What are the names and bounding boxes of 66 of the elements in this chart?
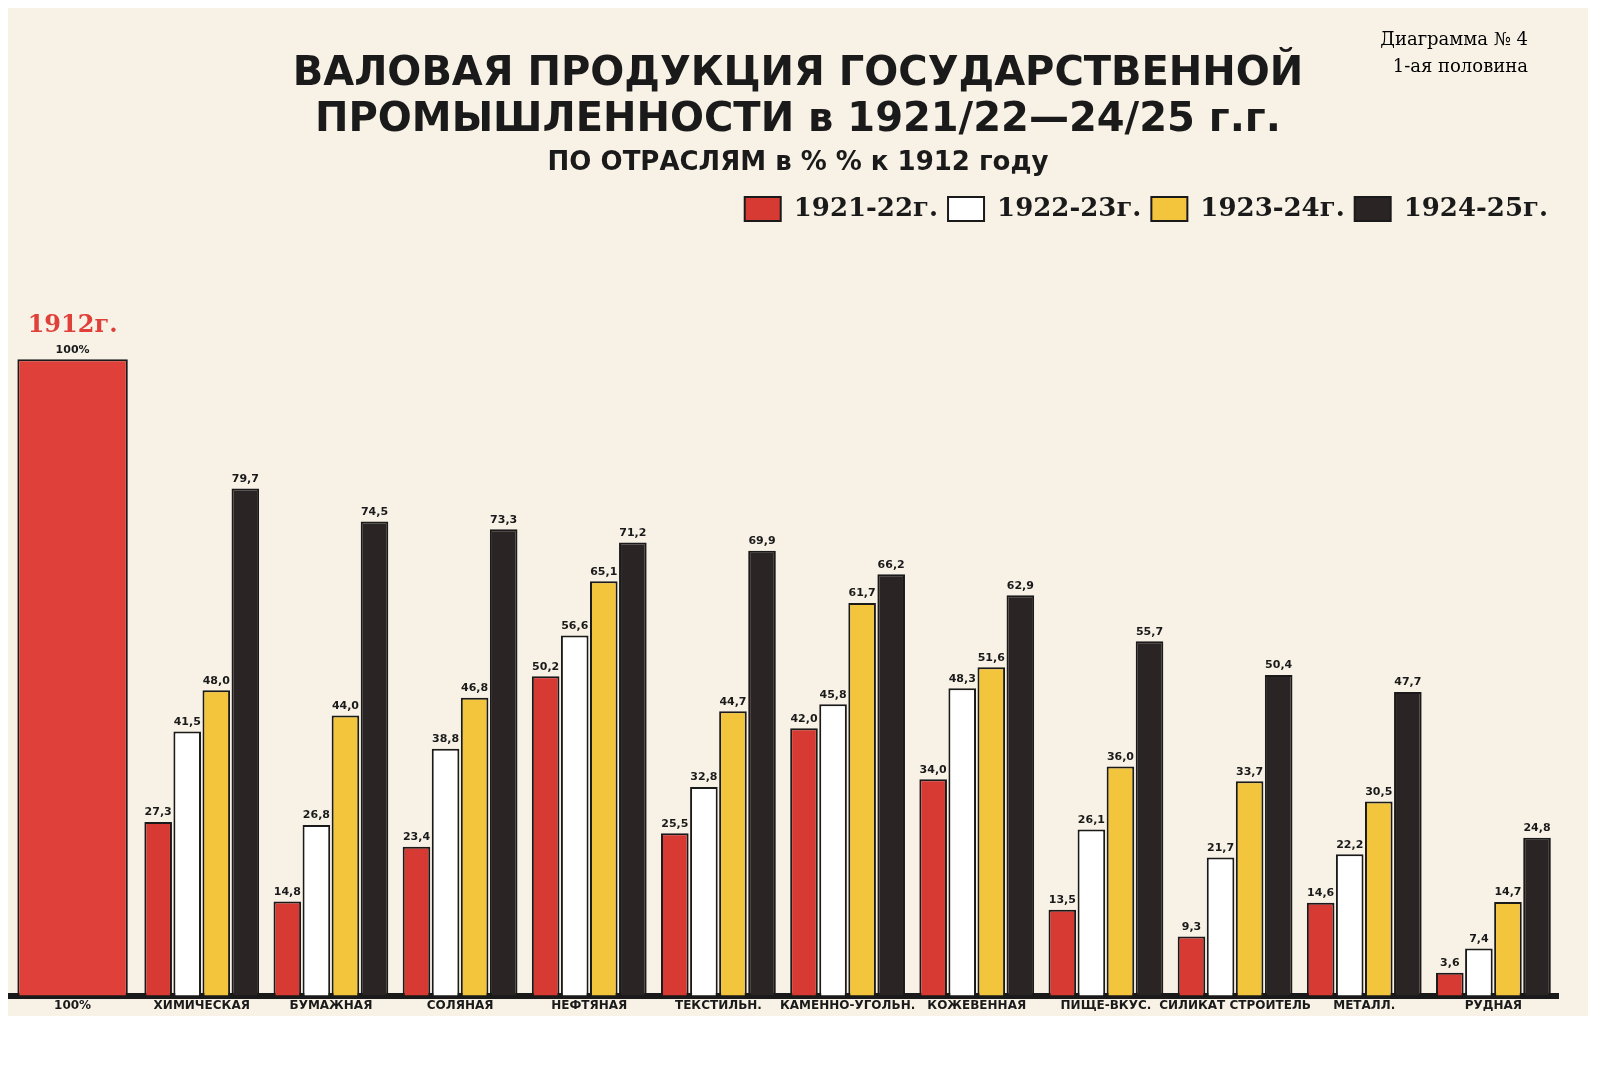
annotation: 1912г. bbox=[27, 308, 118, 338]
x-tick-label: ХИМИЧЕСКАЯ bbox=[153, 997, 250, 1012]
data-label: 51,6 bbox=[977, 650, 1006, 664]
data-label: 25,5 bbox=[661, 816, 689, 830]
legend-label: 1923-24г. bbox=[1200, 191, 1345, 222]
data-label: 48,0 bbox=[202, 673, 231, 687]
data-label: 13,5 bbox=[1048, 893, 1076, 907]
data-label: 14,7 bbox=[1494, 885, 1522, 899]
data-label: 50,4 bbox=[1265, 658, 1293, 672]
x-tick-label: ТЕКСТИЛЬН. bbox=[674, 997, 762, 1012]
x-tick-label: СОЛЯНАЯ bbox=[426, 997, 494, 1012]
data-label: 42,0 bbox=[790, 711, 818, 725]
chart-title: ВАЛОВАЯ ПРОДУКЦИЯ ГОСУДАРСТВЕННОЙ ПРОМЫШЛЕННОСТИ в 1921/22—24/25 г.г. bbox=[291, 48, 1305, 140]
data-label: 71,2 bbox=[619, 525, 647, 539]
x-tick-label: КОЖЕВЕННАЯ bbox=[927, 997, 1027, 1012]
data-label: 34,0 bbox=[919, 762, 948, 776]
data-label: 36,0 bbox=[1106, 749, 1135, 763]
x-tick-label: КАМЕННО-УГОЛЬН. bbox=[779, 997, 916, 1012]
x-tick-label: СИЛИКАТ СТРОИТЕЛЬ bbox=[1159, 997, 1312, 1012]
data-label: 50,2 bbox=[532, 659, 560, 673]
data-label: 30,5 bbox=[1365, 784, 1393, 798]
data-label: 24,8 bbox=[1523, 821, 1551, 835]
data-label: 21,7 bbox=[1206, 840, 1235, 854]
x-tick-label: БУМАЖНАЯ bbox=[289, 997, 373, 1012]
data-label: 9,3 bbox=[1181, 919, 1202, 933]
data-label: 38,8 bbox=[431, 732, 460, 746]
data-label: 61,7 bbox=[848, 586, 876, 600]
data-label: 44,7 bbox=[719, 694, 747, 708]
data-label: 45,8 bbox=[819, 687, 847, 701]
data-label: 48,3 bbox=[948, 671, 976, 685]
data-label: 32,8 bbox=[690, 770, 718, 784]
data-label: 26,8 bbox=[302, 808, 330, 822]
legend-label: 1921-22г. bbox=[793, 191, 939, 222]
data-label: 27,3 bbox=[144, 805, 172, 819]
data-label: 56,6 bbox=[561, 618, 589, 632]
data-label: 14,6 bbox=[1307, 886, 1335, 900]
data-label: 79,7 bbox=[231, 471, 259, 485]
data-label: 41,5 bbox=[173, 714, 201, 728]
data-label: 46,8 bbox=[461, 681, 489, 695]
data-label: 65,1 bbox=[590, 564, 618, 578]
x-tick-label: РУДНАЯ bbox=[1464, 997, 1523, 1012]
data-label: 73,3 bbox=[490, 512, 518, 526]
x-tick-label: 100% bbox=[54, 997, 92, 1012]
data-label: 47,7 bbox=[1394, 675, 1422, 689]
x-tick-label: ПИЩЕ-ВКУС. bbox=[1060, 997, 1152, 1012]
x-tick-label: НЕФТЯНАЯ bbox=[551, 997, 628, 1012]
data-label: 55,7 bbox=[1135, 624, 1164, 638]
data-label: 3,6 bbox=[1440, 956, 1460, 970]
x-tick-label: МЕТАЛЛ. bbox=[1333, 997, 1396, 1012]
data-label: 66,2 bbox=[877, 557, 905, 571]
chart-subtitle: ПО ОТРАСЛЯМ в % % к 1912 году bbox=[546, 146, 1050, 176]
data-label: 7,4 bbox=[1469, 931, 1489, 945]
legend-label: 1922-23г. bbox=[997, 191, 1142, 222]
data-label: 33,7 bbox=[1236, 764, 1264, 778]
data-label: 14,8 bbox=[273, 884, 301, 898]
data-label: 44,0 bbox=[331, 698, 360, 712]
data-label: 62,9 bbox=[1006, 578, 1034, 592]
data-label: 74,5 bbox=[360, 504, 389, 518]
data-label: 26,1 bbox=[1077, 812, 1105, 826]
text: 1-ая половина bbox=[1391, 55, 1528, 76]
data-label: 69,9 bbox=[748, 534, 776, 548]
data-label: 100% bbox=[55, 342, 90, 356]
data-label: 23,4 bbox=[402, 830, 431, 844]
text: Диаграмма № 4 bbox=[1380, 28, 1528, 49]
data-label: 22,2 bbox=[1336, 837, 1364, 851]
legend-label: 1924-25г. bbox=[1403, 191, 1549, 222]
